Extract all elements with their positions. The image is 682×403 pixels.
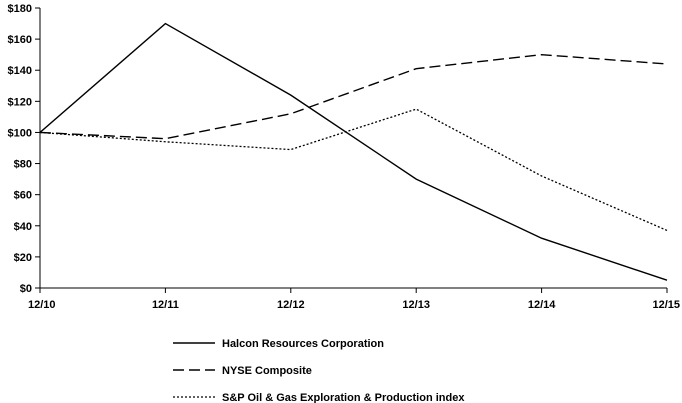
y-tick-label: $60: [14, 190, 32, 202]
series-line-1: [39, 22, 668, 281]
x-tick-label: 12/10: [28, 299, 56, 311]
legend-label: S&P Oil & Gas Exploration & Production i…: [222, 392, 465, 403]
chart-axes: [39, 8, 667, 289]
y-tick-label: $0: [20, 283, 32, 295]
x-axis-ticks: 12/10 12/11 12/12 12/13 12/14 12/15: [28, 288, 680, 311]
y-tick-label: $20: [14, 252, 32, 264]
legend-label: Halcon Resources Corporation: [222, 338, 384, 350]
x-tick-label: 12/12: [277, 299, 305, 311]
y-tick-label: $140: [8, 65, 32, 77]
chart-series: [39, 22, 668, 281]
y-axis-ticks: $0 $20 $40 $60 $80 $100 $120 $140 $160 $180: [8, 3, 40, 295]
y-tick-label: $180: [8, 3, 32, 15]
y-tick-label: $40: [14, 221, 32, 233]
x-tick-label: 12/15: [652, 299, 680, 311]
series-line-2: [39, 53, 668, 140]
y-tick-label: $160: [8, 34, 32, 46]
y-tick-label: $100: [8, 127, 32, 139]
x-tick-label: 12/13: [402, 299, 430, 311]
series-line-3: [39, 108, 668, 232]
y-tick-label: $120: [8, 96, 32, 108]
y-tick-label: $80: [14, 159, 32, 171]
chart-legend: Halcon Resources Corporation NYSE Composi…: [173, 338, 465, 403]
legend-label: NYSE Composite: [222, 365, 312, 377]
x-tick-label: 12/14: [528, 299, 556, 311]
x-tick-label: 12/11: [152, 299, 179, 311]
